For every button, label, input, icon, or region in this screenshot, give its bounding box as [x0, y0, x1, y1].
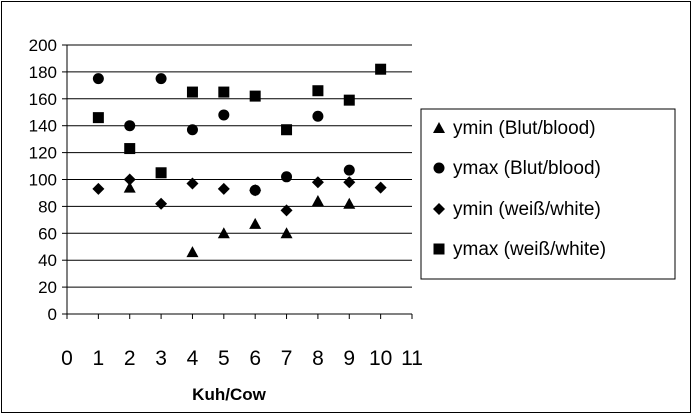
- series-square: [92, 63, 387, 179]
- gridlines: [67, 44, 412, 288]
- legend-circle-marker: [433, 162, 445, 174]
- y-tick-label: 40: [38, 251, 57, 270]
- x-tick-label: 4: [187, 347, 199, 370]
- triangle-point: [123, 181, 136, 193]
- legend-diamond-marker: [433, 203, 445, 215]
- circle-point: [155, 73, 167, 85]
- legend-box: [420, 108, 676, 280]
- y-tick-label: 160: [29, 90, 57, 109]
- square-point: [155, 167, 167, 179]
- square-point: [312, 85, 324, 97]
- x-tick-label: 9: [343, 347, 355, 370]
- y-tick-label: 100: [29, 171, 57, 190]
- y-tick-labels: 0 20 40 60 80 100 120 140 160 180 200: [29, 36, 57, 324]
- triangle-point: [217, 227, 230, 239]
- diamond-point: [217, 182, 230, 195]
- legend-label: ymin (weiß/white): [453, 199, 601, 220]
- y-tick-label: 180: [29, 63, 57, 82]
- x-tick-label: 7: [281, 347, 293, 370]
- diamond-point: [155, 197, 168, 210]
- diamond-point: [311, 176, 324, 189]
- x-tick-label: 3: [155, 347, 167, 370]
- legend-square-marker: [433, 243, 445, 255]
- square-point: [375, 63, 387, 75]
- circle-point: [312, 110, 324, 122]
- diamond-point: [374, 181, 387, 194]
- y-tick-label: 0: [48, 305, 57, 324]
- legend-triangle-marker: [433, 122, 445, 133]
- triangle-point: [311, 195, 324, 207]
- x-tick-label: 8: [312, 347, 324, 370]
- triangle-point: [343, 197, 356, 209]
- diamond-point: [249, 184, 262, 197]
- triangle-point: [186, 246, 199, 258]
- circle-point: [124, 120, 136, 132]
- x-tick-label: 10: [369, 347, 392, 370]
- circle-point: [186, 124, 198, 136]
- diamond-point: [343, 176, 356, 189]
- y-tick-label: 140: [29, 117, 57, 136]
- circle-point: [281, 171, 293, 183]
- circle-point: [218, 109, 230, 121]
- series-triangle: [123, 181, 356, 258]
- square-point: [218, 86, 230, 98]
- square-point: [124, 143, 136, 155]
- legend-label: ymax (Blut/blood): [453, 158, 601, 179]
- triangle-point: [249, 217, 262, 229]
- diamond-point: [123, 173, 136, 186]
- x-tick-label: 1: [93, 347, 105, 370]
- square-point: [92, 112, 104, 124]
- x-tick-label: 2: [124, 347, 136, 370]
- data-series: [92, 63, 387, 258]
- diamond-point: [280, 204, 293, 217]
- y-tick-label: 60: [38, 224, 57, 243]
- circle-point: [92, 73, 104, 85]
- y-tick-label: 120: [29, 144, 57, 163]
- legend: ymin (Blut/blood) ymax (Blut/blood) ymin (…: [420, 108, 676, 280]
- legend-label: ymax (weiß/white): [453, 239, 606, 260]
- x-tick-label: 6: [249, 347, 261, 370]
- diamond-point: [186, 177, 199, 190]
- x-tick-label: 0: [61, 347, 73, 370]
- y-tick-label: 200: [29, 36, 57, 55]
- square-point: [186, 86, 198, 98]
- x-tick-label: 5: [218, 347, 230, 370]
- x-tick-label: 11: [401, 347, 423, 370]
- x-tick-labels: 0 1 2 3 4 5 6 7 8 9 10 11: [61, 347, 423, 370]
- y-tick-label: 80: [38, 197, 57, 216]
- square-point: [249, 90, 261, 102]
- y-tick-label: 20: [38, 278, 57, 297]
- triangle-point: [280, 227, 293, 239]
- series-diamond: [92, 173, 387, 217]
- legend-label: ymin (Blut/blood): [453, 118, 596, 139]
- square-point: [343, 94, 355, 106]
- diamond-point: [92, 182, 105, 195]
- axes: [62, 44, 413, 319]
- x-axis-label: Kuh/Cow: [192, 385, 266, 404]
- circle-point: [343, 164, 355, 176]
- square-point: [281, 124, 293, 136]
